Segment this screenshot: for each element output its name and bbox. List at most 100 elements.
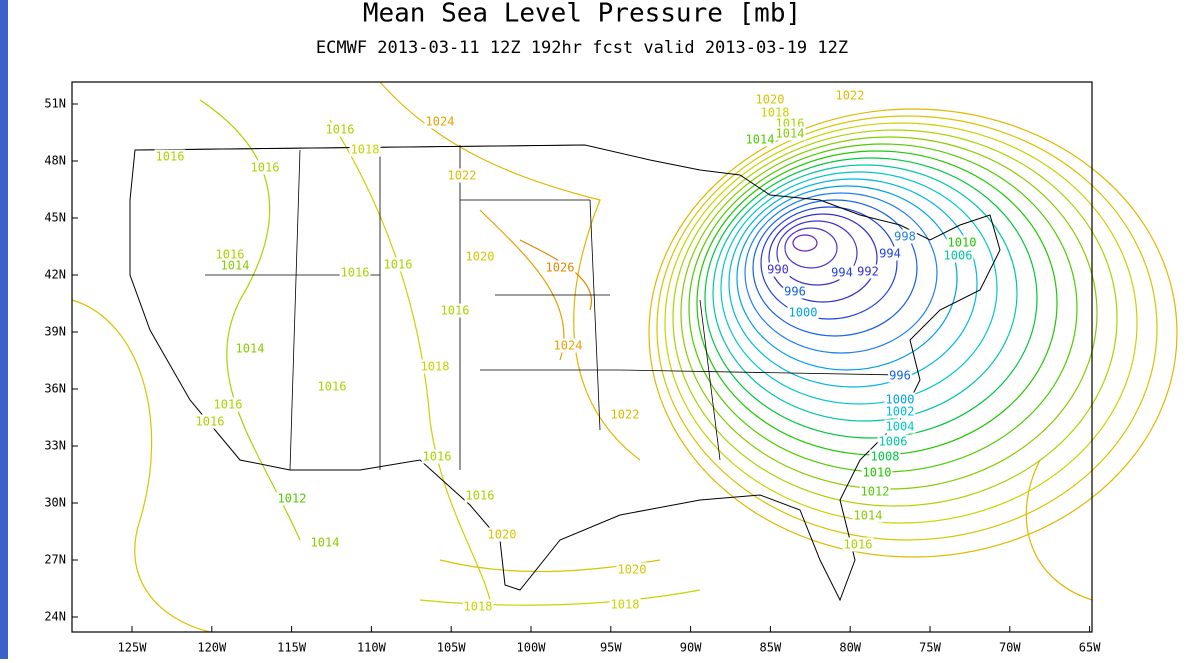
subtitle: ECMWF 2013-03-11 12Z 192hr fcst valid 20… — [316, 38, 848, 58]
contour — [792, 234, 818, 252]
contour — [768, 213, 878, 303]
lat-label: 48N — [44, 154, 66, 168]
label-bg — [744, 132, 776, 147]
contour-label: 1010 — [863, 466, 892, 480]
contour-label: 1016 — [466, 489, 495, 503]
label-bg — [309, 535, 341, 550]
contour-label: 1018 — [351, 143, 380, 157]
contour-label: 1024 — [554, 339, 583, 353]
lon-label: 125W — [118, 641, 148, 655]
contour-label: 1014 — [221, 259, 250, 273]
side-strip — [0, 0, 8, 659]
lon-label: 100W — [517, 641, 547, 655]
label-bg — [249, 160, 281, 175]
lat-label: 36N — [44, 382, 66, 396]
label-bg — [842, 537, 874, 552]
lat-label: 33N — [44, 439, 66, 453]
lon-label: 65W — [1079, 641, 1101, 655]
label-bg — [339, 265, 371, 280]
contour-label: 1012 — [861, 485, 890, 499]
label-bg — [942, 248, 974, 263]
contour-label: 1016 — [318, 380, 347, 394]
label-bg — [424, 114, 456, 129]
contour — [712, 164, 1018, 422]
label-bg — [439, 303, 471, 318]
lon-label: 80W — [839, 641, 861, 655]
label-bg — [212, 397, 244, 412]
contour — [656, 115, 1158, 541]
contour-label: 1012 — [278, 492, 307, 506]
label-bg — [888, 368, 912, 383]
contour-label: 1016 — [214, 398, 243, 412]
contour-label: 1002 — [886, 405, 915, 419]
label-bg — [462, 599, 494, 614]
lon-label: 115W — [277, 641, 307, 655]
contour — [736, 185, 958, 371]
contour — [199, 99, 301, 541]
label-bg — [852, 508, 884, 523]
contour-label: 1014 — [776, 127, 805, 141]
contour — [648, 108, 1178, 558]
label-bg — [783, 284, 807, 299]
label-bg — [616, 562, 648, 577]
label-bg — [349, 142, 381, 157]
label-bg — [419, 359, 451, 374]
contour-label: 998 — [894, 230, 916, 244]
contour-label: 994 — [831, 266, 853, 280]
lon-label: 110W — [357, 641, 387, 655]
contour-label: 1016 — [196, 415, 225, 429]
contour-label: 1016 — [844, 538, 873, 552]
label-bg — [194, 414, 226, 429]
contour-label: 1022 — [448, 169, 477, 183]
contour-label: 1014 — [854, 509, 883, 523]
label-bg — [324, 122, 356, 137]
contour-label: 990 — [767, 263, 789, 277]
contour-label: 1020 — [756, 93, 785, 107]
lat-label: 27N — [44, 553, 66, 567]
label-bg — [884, 392, 916, 407]
contour — [71, 299, 211, 633]
contour — [672, 129, 1118, 507]
contour-label: 1016 — [216, 248, 245, 262]
map-frame — [71, 81, 1093, 633]
label-bg — [946, 235, 978, 250]
borders — [134, 144, 901, 471]
contour — [1025, 459, 1093, 601]
label-bg — [754, 92, 786, 107]
contour — [664, 122, 1138, 524]
contour-label: 1008 — [871, 450, 900, 464]
label-bg — [759, 105, 791, 120]
contour-label: 1020 — [488, 528, 517, 542]
lon-label: 95W — [600, 641, 622, 655]
contour-label: 1018 — [761, 106, 790, 120]
contour — [419, 589, 701, 606]
label-bg — [316, 379, 348, 394]
label-bg — [884, 419, 916, 434]
label-bg — [893, 229, 917, 244]
contour-label: 1014 — [236, 342, 265, 356]
contour-label: 1022 — [836, 89, 865, 103]
label-bg — [486, 527, 518, 542]
lat-label: 51N — [44, 97, 66, 111]
label-bg — [552, 338, 584, 353]
title: Mean Sea Level Pressure [mb] — [363, 0, 801, 29]
contour-label: 1026 — [546, 261, 575, 275]
contour-label: 1000 — [886, 393, 915, 407]
contour — [760, 206, 898, 320]
label-bg — [609, 407, 641, 422]
contour-label: 1016 — [423, 450, 452, 464]
lat-label: 45N — [44, 211, 66, 225]
contour-label: 1016 — [441, 304, 470, 318]
label-bg — [766, 262, 790, 277]
contour-label: 1000 — [789, 306, 818, 320]
contour — [720, 171, 998, 405]
contour-label: 1016 — [156, 150, 185, 164]
label-bg — [856, 264, 880, 279]
label-bg — [214, 247, 246, 262]
lon-label: 75W — [919, 641, 941, 655]
label-bg — [859, 484, 891, 499]
contours — [71, 81, 1178, 633]
contour — [704, 157, 1038, 439]
contour — [728, 178, 978, 388]
contour — [329, 119, 491, 601]
